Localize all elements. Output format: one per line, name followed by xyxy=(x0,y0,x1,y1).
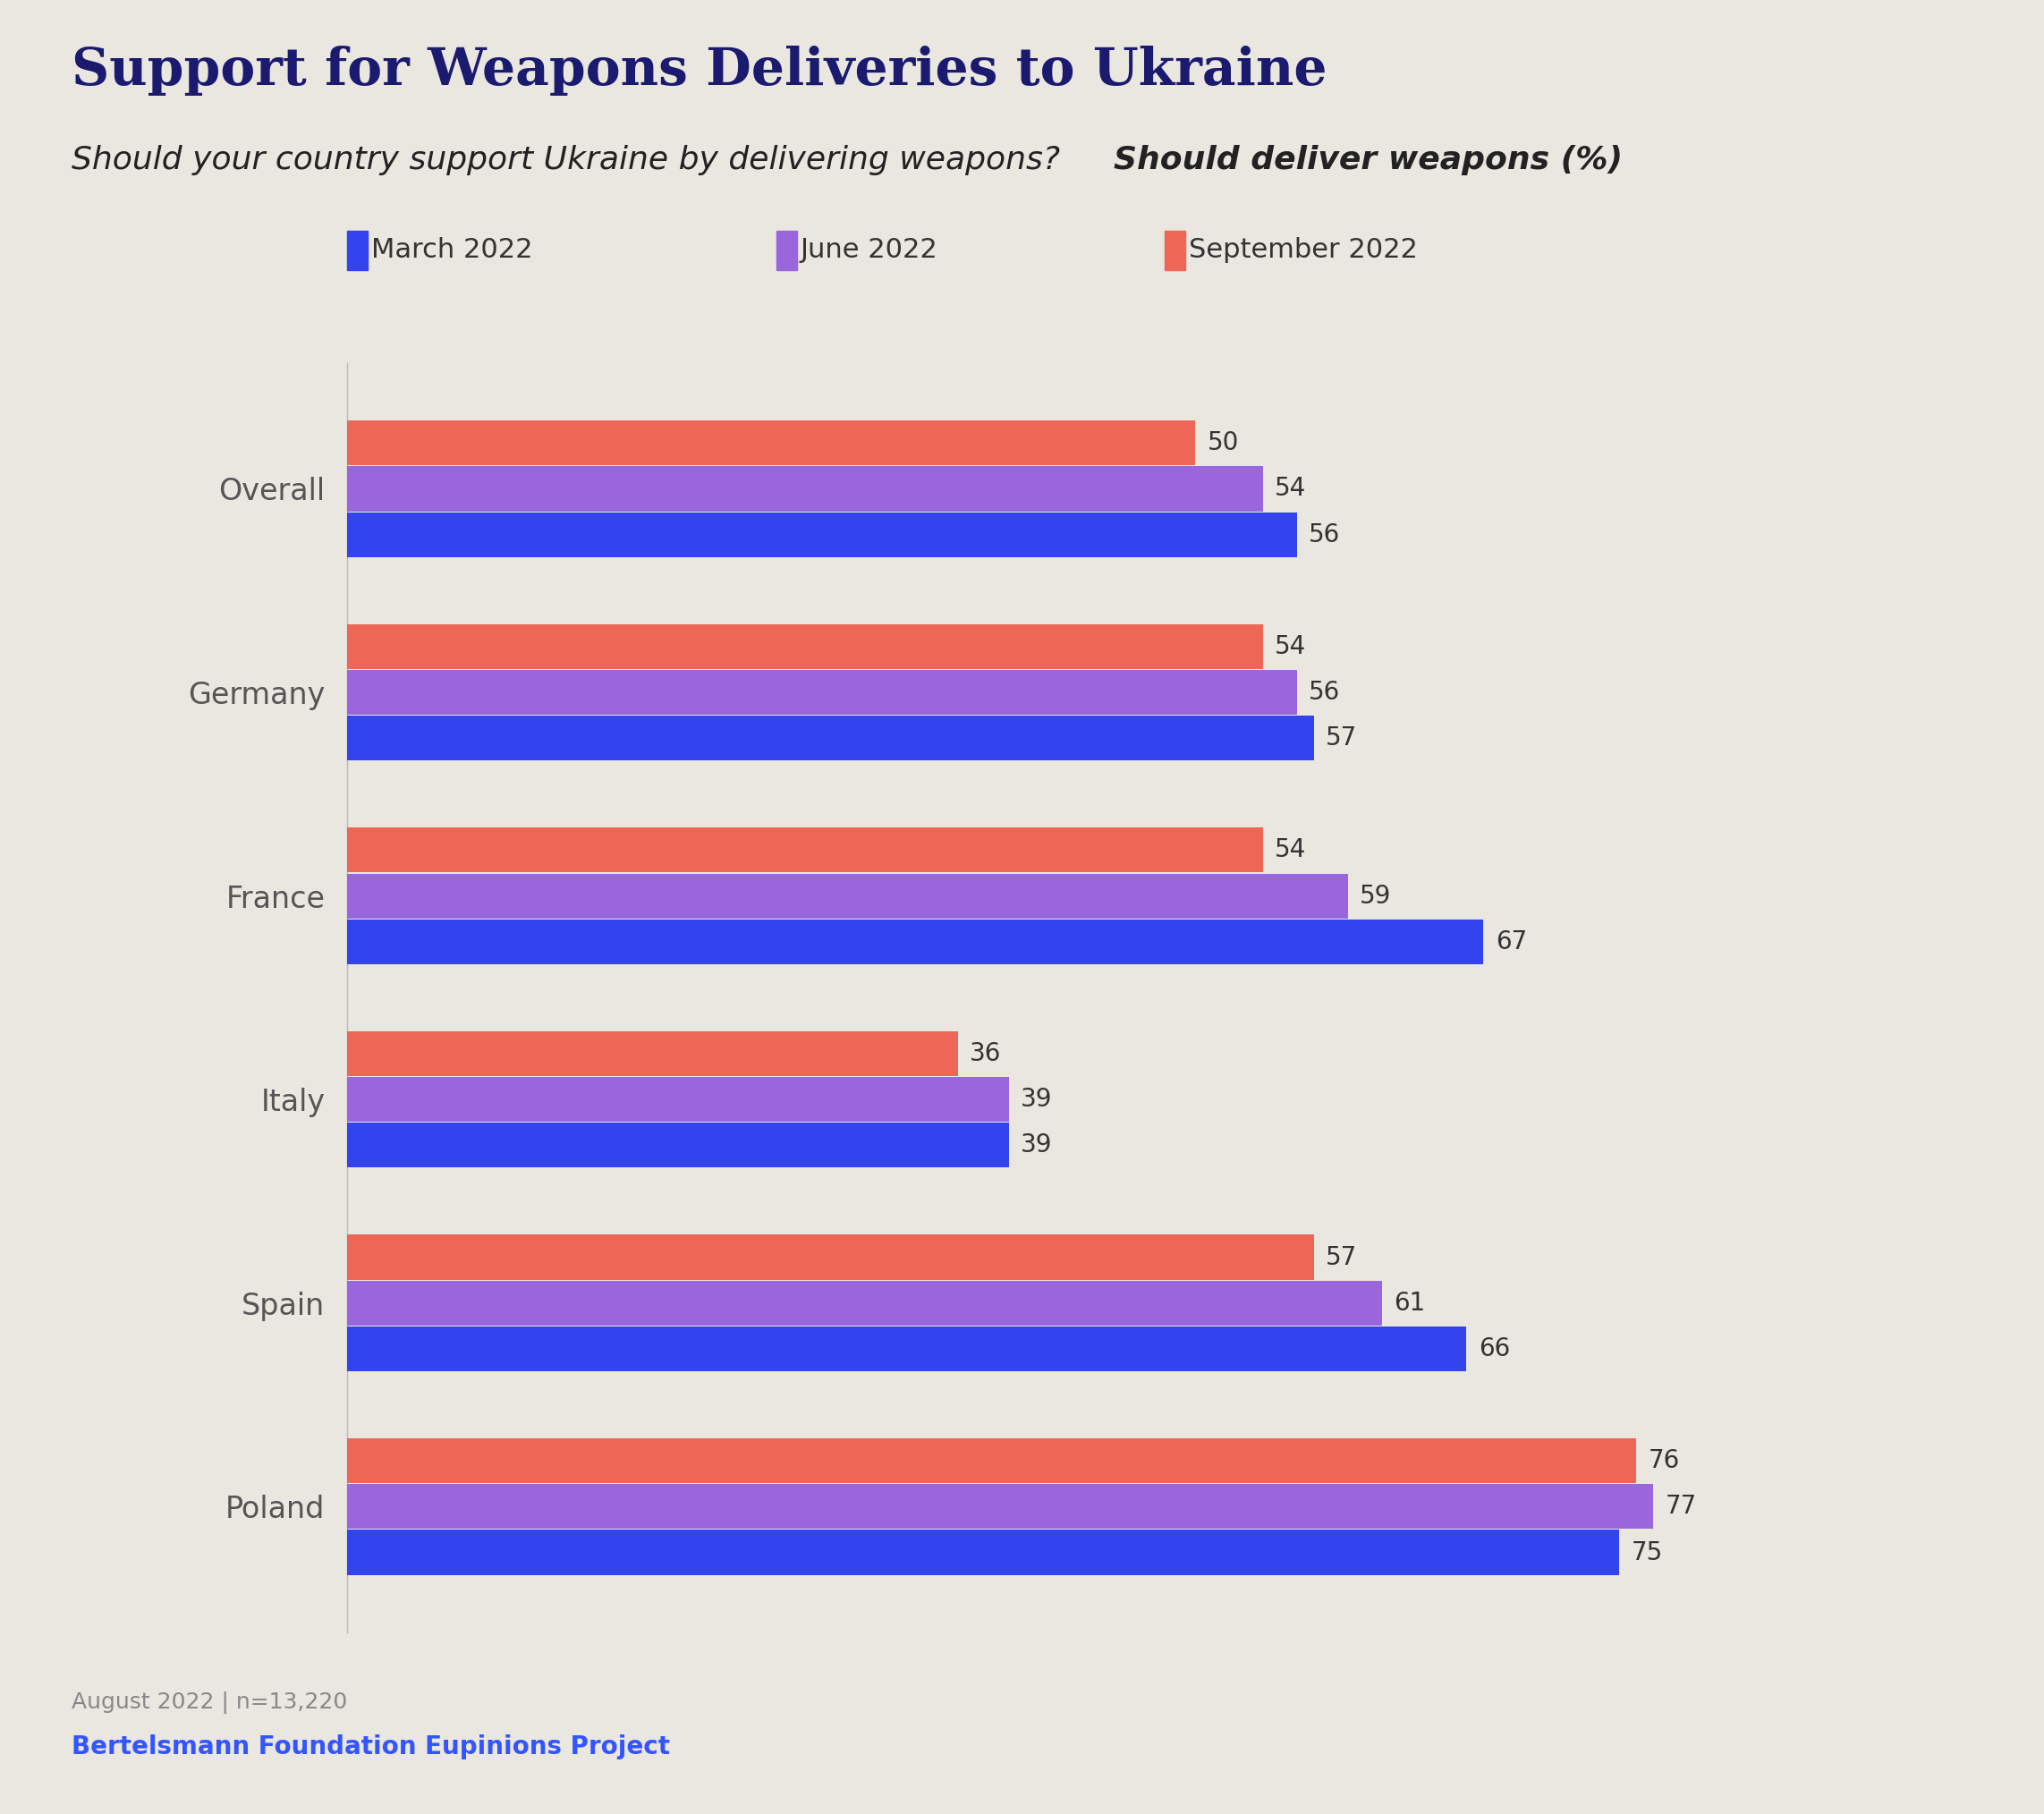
Text: 67: 67 xyxy=(1496,929,1527,954)
Text: 36: 36 xyxy=(969,1041,1002,1067)
Bar xyxy=(347,1030,959,1076)
Text: June 2022: June 2022 xyxy=(801,238,938,263)
Text: 57: 57 xyxy=(1327,726,1357,751)
Text: 54: 54 xyxy=(1275,477,1306,501)
Text: Should deliver weapons (%): Should deliver weapons (%) xyxy=(1114,145,1623,176)
Text: 77: 77 xyxy=(1666,1495,1697,1518)
Bar xyxy=(347,1078,1010,1121)
Bar xyxy=(347,421,1196,466)
Bar xyxy=(347,1281,1382,1326)
Text: 61: 61 xyxy=(1394,1290,1425,1315)
Bar xyxy=(347,1326,1468,1371)
Text: 54: 54 xyxy=(1275,838,1306,863)
Bar xyxy=(347,717,1314,760)
Bar xyxy=(347,1235,1314,1279)
Text: Bertelsmann Foundation Eupinions Project: Bertelsmann Foundation Eupinions Project xyxy=(72,1734,670,1760)
Text: September 2022: September 2022 xyxy=(1190,238,1419,263)
Text: 57: 57 xyxy=(1327,1244,1357,1270)
Bar xyxy=(347,512,1298,557)
Bar xyxy=(347,1529,1619,1575)
Bar xyxy=(347,827,1263,873)
Bar xyxy=(347,1439,1635,1484)
Bar xyxy=(347,874,1347,918)
Text: 56: 56 xyxy=(1308,680,1341,706)
Text: 39: 39 xyxy=(1020,1132,1053,1157)
Bar xyxy=(347,920,1484,965)
Bar xyxy=(347,1484,1654,1529)
Text: March 2022: March 2022 xyxy=(372,238,533,263)
Text: Support for Weapons Deliveries to Ukraine: Support for Weapons Deliveries to Ukrain… xyxy=(72,45,1327,96)
Text: 56: 56 xyxy=(1308,522,1341,548)
Text: 76: 76 xyxy=(1647,1448,1680,1473)
Text: 59: 59 xyxy=(1359,883,1392,909)
Text: Should your country support Ukraine by delivering weapons?: Should your country support Ukraine by d… xyxy=(72,145,1071,176)
Text: 66: 66 xyxy=(1478,1337,1511,1360)
Text: 54: 54 xyxy=(1275,635,1306,658)
Bar xyxy=(347,669,1298,715)
Bar xyxy=(347,1123,1010,1168)
Bar xyxy=(347,466,1263,512)
Text: 75: 75 xyxy=(1631,1540,1662,1565)
Bar xyxy=(347,624,1263,669)
Text: 50: 50 xyxy=(1208,430,1239,455)
Text: 39: 39 xyxy=(1020,1087,1053,1112)
Text: August 2022 | n=13,220: August 2022 | n=13,220 xyxy=(72,1692,347,1714)
